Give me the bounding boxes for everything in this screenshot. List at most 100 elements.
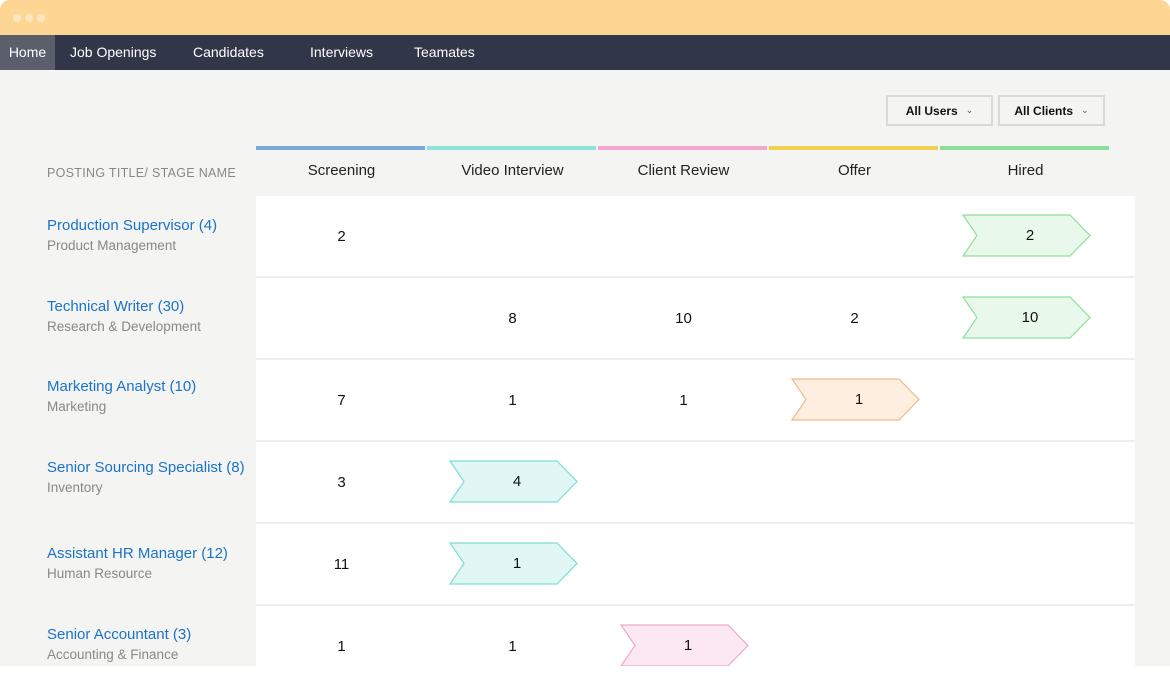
stage-count-cell[interactable] [769,196,940,276]
stage-count-cell[interactable]: 1 [598,360,769,440]
department-label: Human Resource [47,566,153,581]
chevron-arrow-icon [448,542,578,585]
current-stage-chevron[interactable]: 10 [961,296,1092,339]
stage-count-cell[interactable]: 2 [256,196,427,276]
app-window: Home Job Openings Candidates Interviews … [0,0,1170,666]
stage-header: Video Interview [461,162,564,179]
stage-count: 1 [679,391,688,409]
stage-count-cell[interactable]: 1 [256,606,427,666]
current-stage-chevron[interactable]: 1 [619,624,750,666]
department-label: Accounting & Finance [47,646,179,662]
stage-count: 10 [675,309,692,327]
stage-count-cell[interactable] [769,606,940,666]
stage-count-cell[interactable]: 10 [940,278,1111,358]
stage-count: 11 [333,555,350,573]
table-row: 1 1 1 [256,606,1135,666]
stage-header: Screening [307,162,376,179]
posting-label: Marketing Analyst (10) Marketing [47,378,196,414]
stage-count-cell[interactable] [427,196,598,276]
nav-candidates[interactable]: Candidates [193,44,264,60]
posting-label: Technical Writer (30) Research & Developm… [47,298,201,334]
nav-teamates[interactable]: Teamates [414,44,475,60]
stage-count: 7 [337,391,346,409]
posting-label: Senior Sourcing Specialist (8) Inventory [47,459,245,495]
posting-title-link[interactable]: Assistant HR Manager (12) [47,545,228,562]
department-label: Product Management [47,238,177,253]
stage-header: Hired [1007,162,1044,179]
chevron-down-icon: ⌄ [965,105,974,115]
stage-count-cell[interactable]: 2 [940,196,1111,276]
window-dot-icon [25,14,33,22]
stage-count-cell[interactable]: 1 [427,360,598,440]
stage-color-bar [598,146,767,150]
stage-count-cell[interactable]: 1 [598,606,769,666]
stage-count-cell[interactable]: 1 [427,606,598,666]
chevron-arrow-icon [790,378,920,421]
stage-color-bar [769,146,938,150]
stage-color-bar [940,146,1109,150]
posting-title-link[interactable]: Technical Writer (30) [47,297,185,315]
nav-job-openings[interactable]: Job Openings [70,44,157,60]
stage-count: 2 [1025,227,1035,244]
stage-count: 10 [1021,309,1039,326]
stage-count-cell[interactable]: 3 [256,442,427,522]
department-label: Research & Development [47,318,201,334]
all-users-label: All Users [905,103,958,118]
chevron-arrow-icon [961,296,1091,339]
stage-count-cell[interactable]: 11 [256,524,427,604]
stage-count: 1 [337,637,346,655]
stage-count-cell[interactable] [769,442,940,522]
stage-count-cell[interactable] [598,442,769,522]
current-stage-chevron[interactable]: 1 [448,542,579,585]
stage-count-cell[interactable] [598,196,769,276]
stage-count-cell[interactable]: 4 [427,442,598,522]
posting-title-link[interactable]: Marketing Analyst (10) [47,378,197,395]
stage-count-cell[interactable] [940,360,1111,440]
stage-count-cell[interactable] [940,524,1111,604]
posting-title-link[interactable]: Production Supervisor (4) [47,217,218,234]
pipeline-table: 2 2 8 10 2 10 7 1 1 1 3 4 11 1 1 1 1 [256,196,1135,666]
all-clients-label: All Clients [1014,103,1074,118]
stage-count-cell[interactable]: 1 [769,360,940,440]
stage-count: 1 [854,391,864,408]
current-stage-chevron[interactable]: 1 [790,378,921,421]
stage-count-cell[interactable] [940,442,1111,522]
chevron-down-icon: ⌄ [1081,105,1089,115]
current-stage-chevron[interactable]: 4 [448,460,579,503]
stage-color-bar [256,146,425,150]
table-row: 8 10 2 10 [256,278,1135,360]
chevron-arrow-icon [619,624,749,666]
posting-label: Assistant HR Manager (12) Human Resource [47,545,228,581]
all-users-dropdown[interactable]: All Users ⌄ [886,95,993,126]
stage-count: 3 [337,473,346,491]
stage-color-bar [427,146,596,150]
stage-count-cell[interactable]: 2 [769,278,940,358]
nav-interviews[interactable]: Interviews [310,44,374,60]
posting-title-link[interactable]: Senior Sourcing Specialist (8) [47,458,245,476]
stage-count-cell[interactable]: 1 [427,524,598,604]
stage-count: 8 [508,309,517,327]
all-clients-dropdown[interactable]: All Clients ⌄ [998,95,1105,126]
stage-count: 1 [508,637,517,655]
posting-label: Production Supervisor (4) Product Managem… [47,217,217,253]
posting-label: Senior Accountant (3) Accounting & Financ… [47,626,191,662]
posting-title-link[interactable]: Senior Accountant (3) [47,625,192,643]
title-bar [0,0,1170,35]
stage-count-cell[interactable]: 10 [598,278,769,358]
window-dot-icon [37,14,45,22]
stage-count-cell[interactable] [256,278,427,358]
current-stage-chevron[interactable]: 2 [961,214,1092,257]
window-dot-icon [13,14,21,22]
stage-count: 2 [337,227,346,245]
stage-count-cell[interactable] [598,524,769,604]
stage-count-cell[interactable]: 7 [256,360,427,440]
stage-count-cell[interactable]: 8 [427,278,598,358]
chevron-arrow-icon [448,460,578,503]
stage-count-cell[interactable] [940,606,1111,666]
stage-count-cell[interactable] [769,524,940,604]
stage-count: 2 [850,309,859,327]
nav-home[interactable]: Home [0,35,55,70]
